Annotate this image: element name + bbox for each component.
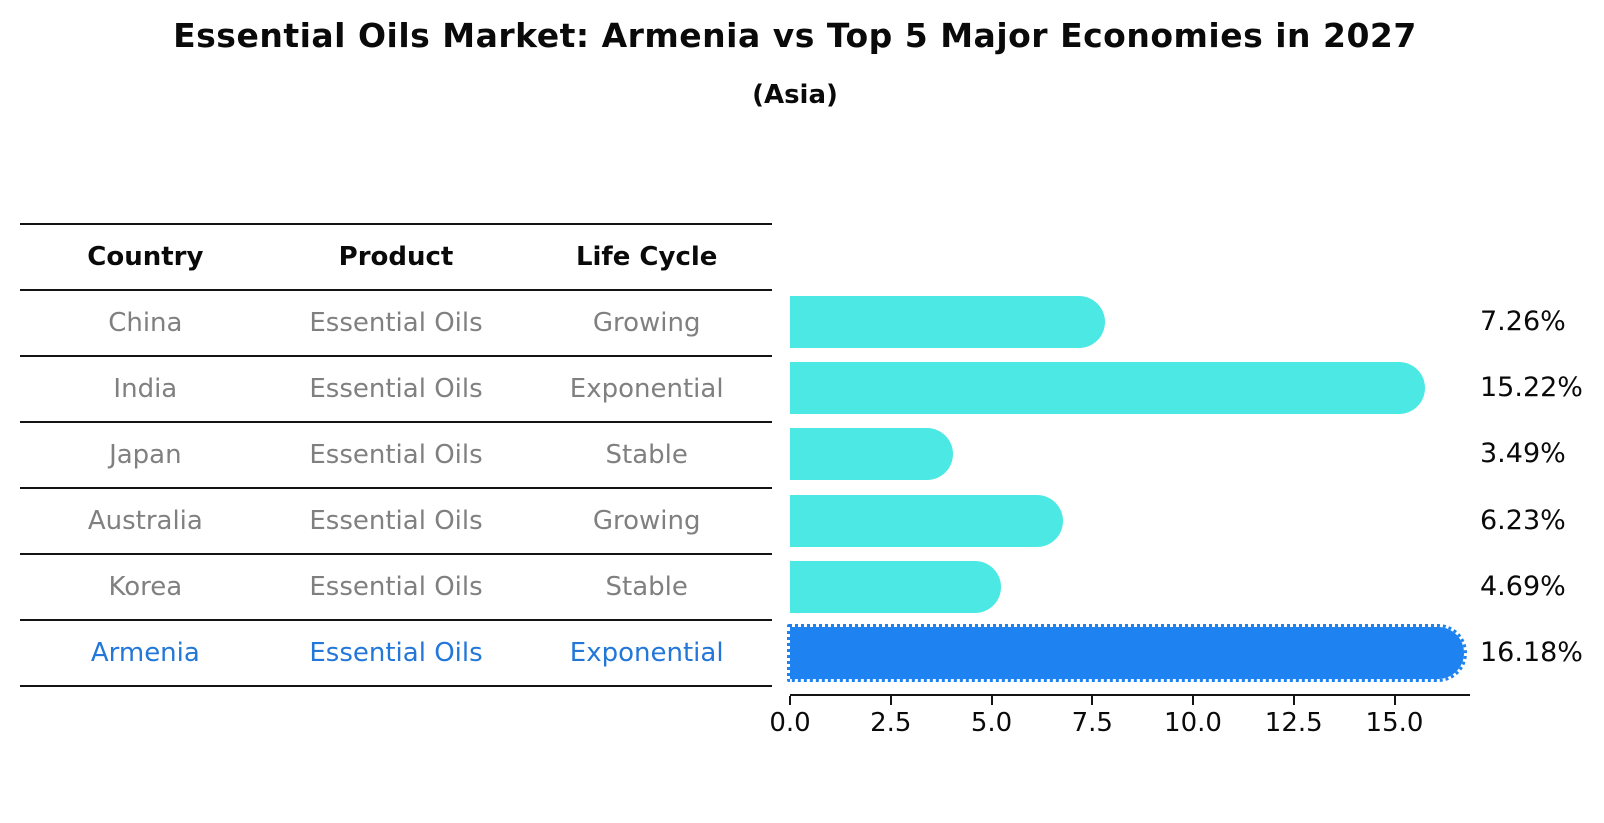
x-axis-tick: [1091, 696, 1094, 705]
x-axis-tick: [990, 696, 993, 705]
product-cell: Essential Oils: [309, 440, 483, 470]
x-axis-tick-label: 10.0: [1164, 708, 1222, 738]
country-cell: Australia: [87, 506, 203, 536]
product-cell: Essential Oils: [309, 572, 483, 602]
x-axis-line: [790, 694, 1470, 696]
column-header-lifecycle: Life Cycle: [575, 242, 718, 272]
table-row: India Essential Oils Exponential: [20, 355, 772, 421]
chart-subtitle: (Asia): [752, 80, 838, 110]
bar-japan: [790, 428, 953, 480]
x-axis-tick: [1292, 696, 1295, 705]
bar-armenia: [787, 624, 1468, 682]
table-row: Japan Essential Oils Stable: [20, 421, 772, 487]
country-cell: Japan: [109, 440, 182, 470]
country-cell: Armenia: [90, 638, 200, 668]
column-header-product: Product: [338, 242, 454, 272]
bar-value-label: 7.26%: [1480, 306, 1566, 337]
table-row: China Essential Oils Growing: [20, 289, 772, 355]
product-cell: Essential Oils: [309, 374, 483, 404]
bar-value-label: 16.18%: [1480, 637, 1583, 668]
bar-korea: [790, 561, 1001, 613]
x-axis-tick: [1393, 696, 1396, 705]
comparison-table: Country Product Life Cycle China Essentia…: [20, 223, 772, 687]
lifecycle-cell: Growing: [592, 506, 701, 536]
chart-title: Essential Oils Market: Armenia vs Top 5 …: [173, 16, 1417, 55]
bar-china: [790, 296, 1105, 348]
bar-india: [790, 362, 1426, 414]
country-cell: Korea: [108, 572, 183, 602]
lifecycle-cell: Stable: [605, 440, 688, 470]
product-cell: Essential Oils: [309, 506, 483, 536]
bar-value-label: 6.23%: [1480, 505, 1566, 536]
bar-value-label: 4.69%: [1480, 571, 1566, 602]
x-axis-tick-label: 5.0: [970, 708, 1013, 738]
table-row: Korea Essential Oils Stable: [20, 553, 772, 619]
lifecycle-cell: Exponential: [569, 638, 724, 668]
lifecycle-cell: Stable: [605, 572, 688, 602]
x-axis-tick-label: 12.5: [1264, 708, 1323, 738]
table-header-row: Country Product Life Cycle: [20, 223, 772, 289]
x-axis-tick-label: 7.5: [1071, 708, 1113, 738]
country-cell: India: [113, 374, 178, 404]
x-axis-tick: [789, 696, 791, 705]
x-axis-tick-label: 0.0: [769, 708, 811, 738]
lifecycle-cell: Growing: [592, 308, 701, 338]
lifecycle-cell: Exponential: [569, 374, 724, 404]
product-cell: Essential Oils: [309, 638, 483, 668]
bar-value-label: 15.22%: [1480, 372, 1583, 403]
table-row: Australia Essential Oils Growing: [20, 487, 772, 553]
x-axis-tick: [889, 696, 892, 705]
product-cell: Essential Oils: [309, 308, 483, 338]
x-axis-tick: [1192, 696, 1194, 705]
column-header-country: Country: [87, 242, 204, 272]
table-row: Armenia Essential Oils Exponential: [20, 619, 772, 685]
country-cell: China: [108, 308, 183, 338]
x-axis-tick-label: 2.5: [870, 708, 912, 738]
bar-australia: [790, 495, 1064, 547]
bar-value-label: 3.49%: [1480, 438, 1566, 469]
x-axis-tick-label: 15.0: [1365, 708, 1424, 738]
